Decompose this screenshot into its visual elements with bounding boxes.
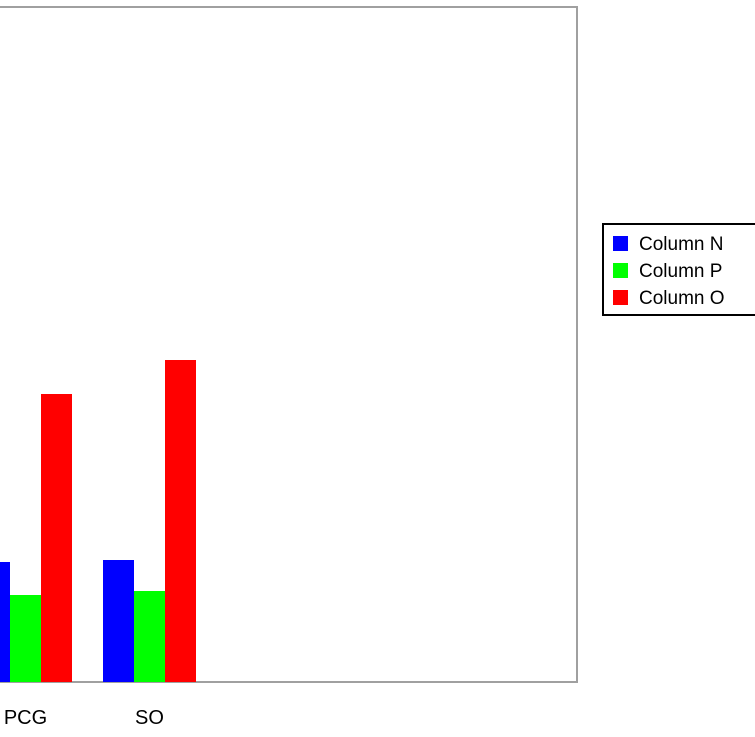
legend-box: [602, 223, 755, 316]
plot-border: [0, 6, 578, 683]
legend-swatch: [613, 236, 628, 251]
bar-pcg-column-n: [0, 562, 10, 682]
bar-so-column-p: [134, 591, 165, 682]
x-tick-label: SO: [135, 707, 164, 729]
bar-so-column-o: [165, 360, 196, 682]
legend-label: Column N: [639, 234, 723, 255]
legend: Column N Column P Column O: [602, 223, 755, 316]
bar-pcg-column-p: [10, 595, 41, 682]
bar-so-column-n: [103, 560, 134, 682]
plot-area: [0, 6, 578, 683]
bars-group: [0, 360, 196, 682]
bar-pcg-column-o: [41, 394, 72, 682]
legend-swatch: [613, 290, 628, 305]
legend-label: Column O: [639, 288, 725, 309]
x-tick-label: PCG: [4, 707, 47, 729]
legend-label: Column P: [639, 261, 722, 282]
legend-swatch: [613, 263, 628, 278]
x-tick-labels: PCG SO: [4, 707, 164, 729]
